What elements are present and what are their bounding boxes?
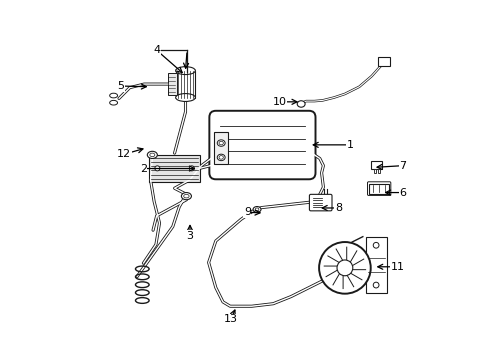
Ellipse shape [183,194,189,198]
Bar [365,237,386,293]
Ellipse shape [181,193,191,200]
Bar [378,168,380,173]
Circle shape [155,166,160,171]
Text: 7: 7 [399,161,406,171]
Text: 10: 10 [272,97,286,107]
FancyBboxPatch shape [309,194,331,211]
Text: 13: 13 [224,314,237,324]
Ellipse shape [109,93,117,98]
Ellipse shape [253,207,261,212]
Ellipse shape [255,208,258,211]
Bar [373,168,376,173]
Bar [175,71,195,98]
Ellipse shape [147,151,157,158]
Text: 5: 5 [117,81,124,91]
Bar [149,155,199,182]
FancyBboxPatch shape [209,111,315,179]
Ellipse shape [219,141,223,145]
Text: 4: 4 [153,45,160,55]
Ellipse shape [109,100,117,105]
Text: 8: 8 [334,203,341,213]
Ellipse shape [175,94,195,102]
Text: 12: 12 [117,149,131,159]
Text: 1: 1 [346,140,353,150]
Text: 6: 6 [399,188,406,198]
Text: 9: 9 [244,207,250,217]
Bar [370,161,381,169]
Circle shape [319,242,370,294]
Bar [368,184,388,194]
Bar [167,73,176,95]
Circle shape [372,282,378,288]
Ellipse shape [297,101,305,107]
Circle shape [189,166,194,171]
Bar [378,57,389,66]
Ellipse shape [217,154,224,161]
Ellipse shape [175,67,195,75]
Circle shape [336,260,352,276]
Text: 11: 11 [390,262,404,272]
Circle shape [372,242,378,248]
Text: 2: 2 [140,163,146,174]
Ellipse shape [335,257,349,279]
Bar [214,132,228,164]
Ellipse shape [217,140,224,146]
Ellipse shape [219,156,223,159]
Ellipse shape [149,153,155,157]
Text: 3: 3 [186,231,193,240]
